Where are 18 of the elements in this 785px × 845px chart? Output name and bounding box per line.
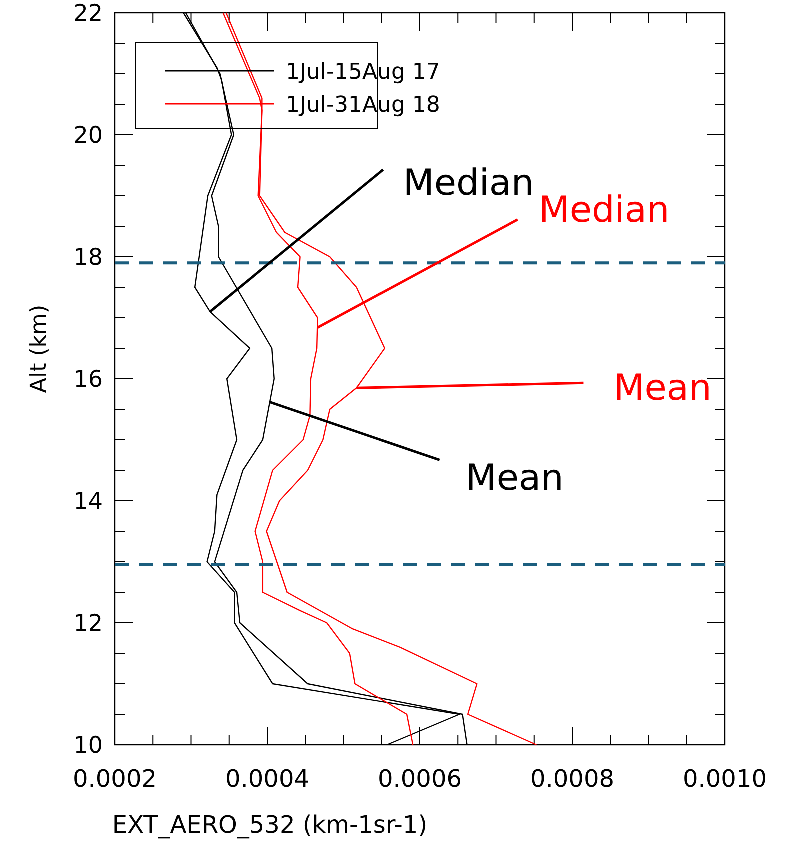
y-tick-label: 10 [74,733,103,759]
annotation: Median [538,190,670,231]
y-tick-label: 12 [74,611,103,637]
annotation: Mean [466,458,564,500]
x-tick-label: 0.0002 [73,765,157,793]
x-tick-label: 0.0008 [530,765,614,793]
y-tick-label: 16 [74,367,103,393]
y-tick-label: 14 [74,489,103,515]
y-tick-label: 18 [74,245,103,271]
x-tick-label: 0.0006 [378,765,462,793]
annotation: Mean [614,368,712,410]
x-axis-title: EXT_AERO_532 (km-1sr-1) [112,811,428,839]
y-tick-label: 20 [74,123,103,149]
x-tick-label: 0.0010 [683,765,767,793]
y-axis-title: Alt (km) [27,304,52,394]
y-tick-label: 22 [74,1,103,27]
annotation: Median [403,162,534,204]
x-tick-label: 0.0004 [226,765,310,793]
